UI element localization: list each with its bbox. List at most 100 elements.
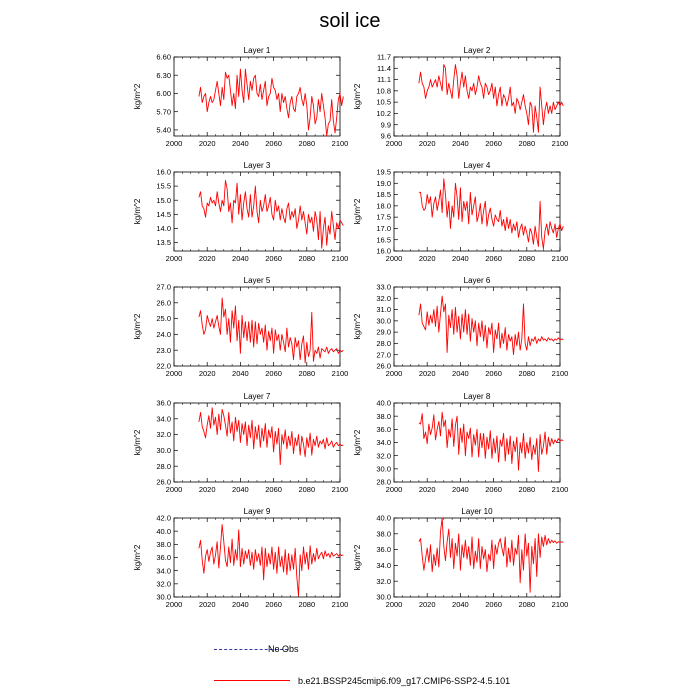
legend-case-label: b.e21.BSSP245cmip6.f09_g17.CMIP6-SSP2-4.…: [298, 676, 511, 686]
x-tick-label: 2080: [298, 485, 315, 494]
x-tick-label: 2080: [298, 600, 315, 609]
panel-title: Layer 8: [464, 392, 491, 401]
plot-frame: [173, 286, 341, 367]
y-tick-label: 17.0: [376, 224, 391, 233]
y-tick-label: 42.0: [156, 514, 171, 523]
y-tick-label: 27.0: [376, 350, 391, 359]
x-tick-label: 2100: [552, 369, 569, 378]
x-tick-label: 2040: [232, 600, 249, 609]
y-tick-label: 23.0: [156, 346, 171, 355]
x-tick-label: 2060: [265, 139, 282, 148]
plot-frame: [173, 402, 341, 483]
y-tick-label: 6.60: [156, 53, 171, 62]
y-tick-label: 18.5: [376, 190, 391, 199]
x-tick-label: 2060: [485, 485, 502, 494]
panel-title: Layer 1: [244, 46, 271, 55]
x-tick-label: 2100: [552, 600, 569, 609]
y-tick-label: 14.0: [156, 224, 171, 233]
panel-title: Layer 6: [464, 276, 491, 285]
x-tick-label: 2100: [332, 139, 349, 148]
x-tick-label: 2040: [232, 485, 249, 494]
y-tick-label: 40.0: [376, 514, 391, 523]
x-tick-label: 2000: [166, 600, 183, 609]
x-tick-label: 2020: [199, 485, 216, 494]
panel-layer-1: Layer 1 kg/m^2 2000 2020 2040 2060 2080 2100 5.4…: [133, 46, 348, 148]
x-tick-label: 2100: [332, 369, 349, 378]
x-tick-label: 2080: [518, 139, 535, 148]
y-tick-label: 28.0: [376, 339, 391, 348]
y-tick-label: 6.00: [156, 89, 171, 98]
panel-layer-2: Layer 2 kg/m^2 2000 2020 2040 2060 2080 2100 9.6…: [353, 46, 568, 148]
y-tick-label: 19.5: [376, 168, 391, 177]
x-tick-label: 2040: [452, 369, 469, 378]
x-tick-label: 2040: [452, 600, 469, 609]
x-tick-label: 2020: [199, 600, 216, 609]
legend-noobs-label: No Obs: [268, 644, 299, 654]
x-tick-label: 2040: [452, 254, 469, 263]
y-axis-label: kg/m^2: [133, 83, 142, 109]
y-axis-label: kg/m^2: [353, 198, 362, 224]
y-tick-label: 38.0: [376, 529, 391, 538]
y-tick-label: 32.0: [376, 451, 391, 460]
series-line: [198, 407, 344, 466]
y-axis-label: kg/m^2: [133, 544, 142, 570]
y-tick-label: 13.5: [156, 238, 171, 247]
y-tick-label: 36.0: [376, 545, 391, 554]
y-tick-label: 25.0: [156, 314, 171, 323]
x-tick-label: 2000: [166, 139, 183, 148]
plot-frame: [173, 517, 341, 598]
panel-layer-6: Layer 6 kg/m^2 2000 2020 2040 2060 2080 2100 26.…: [353, 276, 568, 378]
y-axis-label: kg/m^2: [133, 198, 142, 224]
y-tick-label: 31.0: [376, 305, 391, 314]
x-tick-label: 2100: [552, 485, 569, 494]
y-tick-label: 29.0: [376, 328, 391, 337]
x-tick-label: 2080: [298, 139, 315, 148]
x-tick-label: 2080: [518, 254, 535, 263]
legend-case-swatch: [214, 680, 290, 681]
panel-layer-3: Layer 3 kg/m^2 2000 2020 2040 2060 2080 2100 13.…: [133, 161, 348, 263]
x-tick-label: 2060: [265, 485, 282, 494]
x-tick-label: 2100: [332, 254, 349, 263]
y-tick-label: 16.0: [156, 168, 171, 177]
x-tick-label: 2040: [452, 139, 469, 148]
panel-layer-10: Layer 10 kg/m^2 2000 2020 2040 2060 2080 2100 30…: [353, 507, 568, 609]
y-tick-label: 32.0: [376, 577, 391, 586]
y-tick-label: 22.0: [156, 362, 171, 371]
x-tick-label: 2000: [386, 254, 403, 263]
x-tick-label: 2080: [518, 600, 535, 609]
y-tick-label: 11.4: [377, 64, 391, 73]
series-line: [198, 524, 344, 597]
y-tick-label: 11.7: [377, 53, 391, 62]
y-axis-label: kg/m^2: [133, 313, 142, 339]
x-tick-label: 2060: [485, 254, 502, 263]
series-line: [418, 411, 564, 472]
x-tick-label: 2100: [332, 485, 349, 494]
y-tick-label: 10.2: [376, 109, 391, 118]
y-tick-label: 16.0: [376, 247, 391, 256]
x-tick-label: 2000: [166, 254, 183, 263]
panel-title: Layer 2: [464, 46, 491, 55]
y-tick-label: 30.0: [376, 316, 391, 325]
y-tick-label: 9.6: [381, 132, 391, 141]
x-tick-label: 2020: [199, 254, 216, 263]
y-tick-label: 10.5: [376, 98, 391, 107]
x-tick-label: 2040: [232, 254, 249, 263]
series-line: [418, 517, 564, 593]
y-tick-label: 40.0: [156, 527, 171, 536]
y-tick-label: 34.0: [376, 561, 391, 570]
y-tick-label: 34.0: [376, 438, 391, 447]
y-tick-label: 36.0: [156, 553, 171, 562]
y-tick-label: 19.0: [376, 179, 391, 188]
y-axis-label: kg/m^2: [353, 313, 362, 339]
series-line: [418, 178, 564, 250]
x-tick-label: 2020: [419, 600, 436, 609]
y-tick-label: 28.0: [156, 462, 171, 471]
y-tick-label: 28.0: [376, 478, 391, 487]
x-tick-label: 2060: [265, 600, 282, 609]
panel-layer-5: Layer 5 kg/m^2 2000 2020 2040 2060 2080 2100 22.…: [133, 276, 348, 378]
panel-layer-8: Layer 8 kg/m^2 2000 2020 2040 2060 2080 2100 28.…: [353, 392, 568, 494]
x-tick-label: 2020: [419, 139, 436, 148]
y-tick-label: 26.0: [376, 362, 391, 371]
x-tick-label: 2040: [232, 139, 249, 148]
